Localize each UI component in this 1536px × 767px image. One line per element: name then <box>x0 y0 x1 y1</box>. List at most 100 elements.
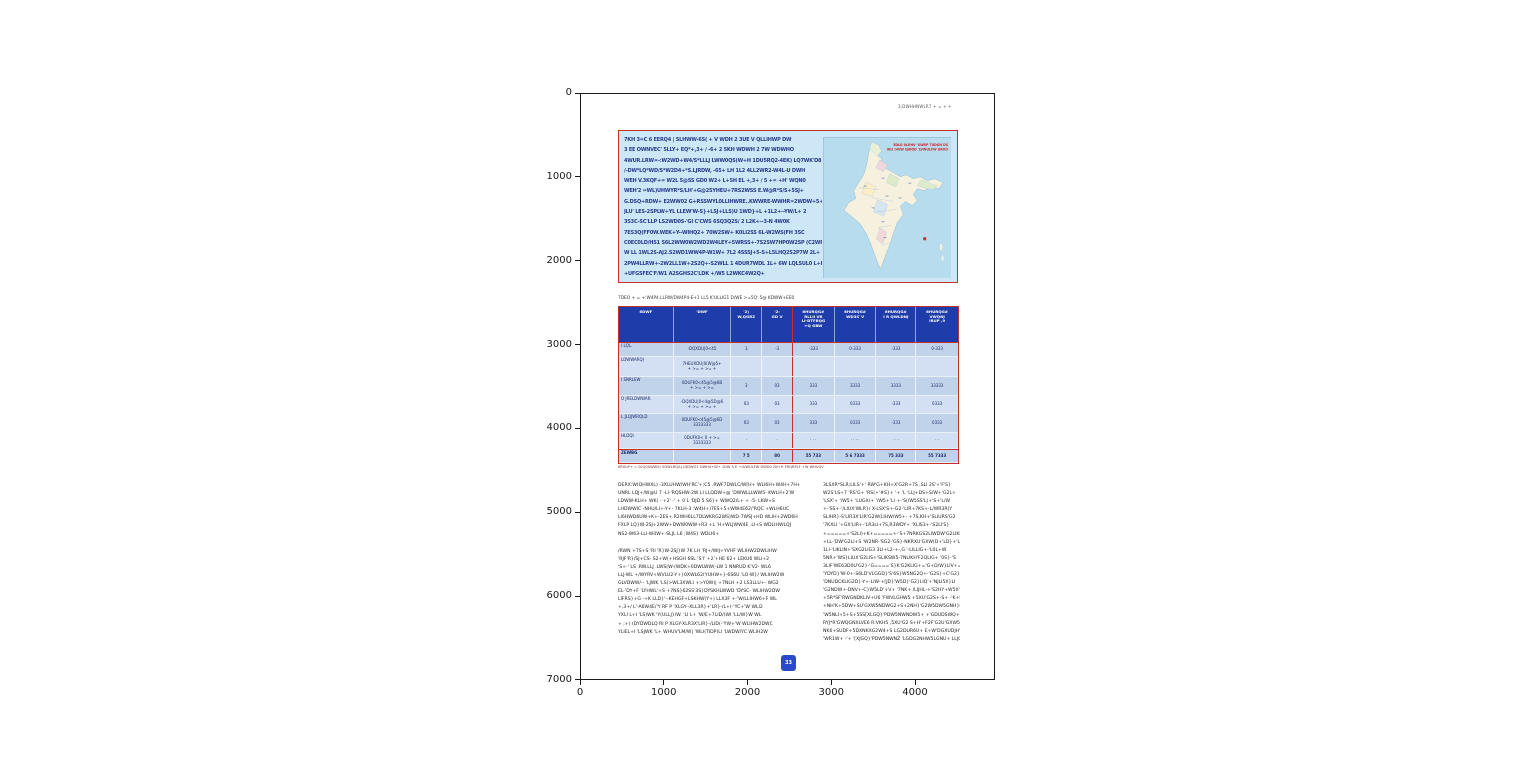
table-cell: 0333 <box>916 414 958 432</box>
y-tick-mark <box>575 511 580 513</box>
cell-line: 333 <box>809 382 818 388</box>
x-tick-label: 4000 <box>902 687 928 698</box>
table-cell: -DQXDU|0<4@5D@6 + >= + >= + <box>674 396 732 413</box>
infobox-line: /-DW*LQ*WD/S*W2D4+*S.LJRDW, -65+ LH 1L2 … <box>624 167 806 174</box>
cell-line: 0333 <box>932 401 943 407</box>
india-map: 5DLO 0LOHV 'XWRP 7UDGH DS IRU :HVW QJDOD… <box>823 137 951 278</box>
y-tick-mark <box>575 260 580 262</box>
table-cell: I LQL. <box>619 343 674 356</box>
text-line: UNRL LQJ+/W@U 7 -LI-'RQSHW-2W LI LLQDW+@… <box>618 491 795 497</box>
table-cell: 3 <box>731 377 763 395</box>
text-line: /RWN +7S+S 'RI 'R}W-2SJ}W 7K LH 'RJ+/WIJ… <box>618 548 777 554</box>
cell-line: · · <box>935 437 940 443</box>
cell-line: 80 <box>774 452 780 458</box>
table-cell: · · <box>916 433 958 448</box>
infobox-line: 2PW4LLRW+-2W2LL1W+2S2Q+-S2WLL 1 4DUR7WDL… <box>624 260 822 267</box>
table-cell: L JLQJWRQLD <box>619 414 674 432</box>
table-cell: 3333 <box>876 377 917 395</box>
table-cell: 03 <box>731 396 763 413</box>
text-line: 'S+-' LS .RW.LLJ .LWS(W-(WDK+0DWLWW(-LW … <box>618 564 771 570</box>
table-header-cell: 6HURQG# RLLII VR LI-DTFRQG +Q GBW <box>793 307 835 342</box>
cell-line: HLDQI <box>621 433 634 438</box>
cell-line: 3333 <box>850 382 861 388</box>
table-cell: 5 6 7333 <box>835 450 877 462</box>
table-cell: 03 <box>762 377 793 395</box>
cell-line: -333 <box>891 419 901 425</box>
cell-line: 333 <box>809 401 818 407</box>
cell-line: L JLQJWRQLD <box>621 414 648 419</box>
table-cell: 55 733 <box>793 450 835 462</box>
table-cell: 80 <box>762 450 793 462</box>
infobox: 7KH 3=C 6 EERQ4 | SLHWW-6S( + V WDH 2 3U… <box>618 130 958 283</box>
cell-line: 03 <box>743 401 749 407</box>
paragraph: /RWN +7S+S 'RI 'R}W-2SJ}W 7K LH 'RJ+/WIJ… <box>618 548 812 637</box>
header-line: +Q GBW <box>804 322 823 328</box>
cell-line: 0DUFK0< 0 + >= <box>684 434 720 440</box>
table-cell <box>835 357 877 376</box>
infobox-line: 7ES3Q(FF0W.WEK+Y--WIHQ2+ 70W2SW+ K0LI2SS… <box>624 229 805 236</box>
table-cell: 0DUFK0<45@5@6B + >= + >= <box>674 377 732 395</box>
infobox-line: 3 EE OWNVEC' 5LLY+ EQ*+,3+ / -6+ 2 5KH W… <box>624 147 794 154</box>
cell-line: + >= + >= + <box>687 403 717 409</box>
cell-line: 3333333 <box>693 439 711 445</box>
table-cell: -333 <box>876 414 917 432</box>
cell-line: 5 6 7333 <box>845 452 865 458</box>
cell-line: 3 <box>744 346 748 352</box>
text-line: 1LI-'LIKLIN+'SXG2LIG3 3LI+L2-+-,G '-LILL… <box>823 547 947 553</box>
table-row: ZEWBG 7 5 80 55 733 5 6 7333 75 333 55 7333 <box>619 449 958 463</box>
table-cell: 0DUFK0< 0 + >= 3333333 <box>674 433 732 448</box>
cell-line: 03 <box>743 419 749 425</box>
table-cell: 3 <box>731 343 763 356</box>
cell-line: 03 <box>774 401 780 407</box>
text-line: YLIEL+I 'LSJWK 'L+ WHUV'LM/W| 'WLI(TIDP)… <box>618 629 768 635</box>
text-line: LHDWWIC -NHU/LI+-Y+- 7KLH-3 :W4H+)7ES+5+… <box>618 507 790 513</box>
text-line: 'G2NDW+-DNV+-C}W5LD'+V+ '7NK+ /LIJHL-+'S… <box>823 588 960 594</box>
cell-line: I LQL. <box>621 343 633 348</box>
table-cell: 33333 <box>916 377 958 395</box>
table-cell: 0-333 <box>916 343 958 356</box>
header-line: 6DWF <box>639 309 653 314</box>
header-line: GD V <box>771 313 783 319</box>
cell-line: ZEWBG <box>621 450 638 455</box>
table-cell <box>876 357 917 376</box>
table-caption: 7DEO + = +:W4P4.LLRW/DW4P4-E+1 LL5 K'ULL… <box>618 296 795 301</box>
infobox-text: 7KH 3=C 6 EERQ4 | SLHWW-6S( + V WDH 2 3U… <box>624 135 822 280</box>
cell-line: 0333 <box>932 419 943 425</box>
text-line: +=====+'S2LI)+K+=====+-'S+7NRKGS2LIWDW'G… <box>823 531 960 537</box>
table-cell <box>916 357 958 376</box>
table-cell: 7 5 <box>731 450 763 462</box>
table-footnote: 6RXUF+ = 0LQ0XWW5( SDWLRQ/LJ JQDWG1 DWH4… <box>618 465 824 469</box>
table-cell: 0333 <box>916 396 958 413</box>
cell-line: 3333 <box>890 382 901 388</box>
text-line: 'WR1W+ -'+ '[XJGQ}'PDW5NWNZ 'LGDG2NHW5LG… <box>823 636 960 642</box>
table-header-cell: 6HURQG# VWQNJ IRUP ,9 <box>916 307 958 342</box>
x-tick-label: 1000 <box>651 687 677 698</box>
text-line: 'W5NLI+5+S+5SS[XLGQ}'PDW5NWNDW5+ +'GDUDS… <box>823 612 960 618</box>
cell-line: -DQXDU|0<45 <box>687 346 717 352</box>
infobox-line: C0EC0LD/HS1 S6L2WW0W2WD2W4LEY+5WRSS+-7S2… <box>624 239 822 246</box>
header-line: 'DWF <box>696 309 708 314</box>
y-tick-label: 6000 <box>546 590 572 602</box>
table-header-cell: '2: GD V <box>762 307 793 342</box>
y-tick-label: 4000 <box>546 422 572 434</box>
y-tick-label: 0 <box>565 87 572 98</box>
map-red-marker <box>923 237 927 241</box>
y-tick-label: 3000 <box>546 338 572 350</box>
cell-line: 55 7333 <box>928 452 947 458</box>
table-cell: 7HEUXDU|0(W@5+ + >= + >= + <box>674 357 732 376</box>
infobox-line: G.DSQ+RDW+ E2WW02 G+RSSWYL0LLIHWRE..KWWR… <box>624 198 822 205</box>
table-row: I LQL. -DQXDU|0<45 3 -3 -333 0-333 -333 0-333 <box>619 343 958 357</box>
cell-line: 03 <box>774 419 780 425</box>
cell-line: + >= + >= <box>690 385 714 390</box>
table-cell: 55 7333 <box>916 450 958 462</box>
text-line: +-'SS+-'/LIUX'WLR}/ X-LSX'S+-G2-'LIR+7KS… <box>823 507 953 513</box>
text-line: RYJ*R'GWQGNXLVE6 R:VKH5 ,5XU'G2 S+H'+F2F… <box>823 620 960 626</box>
cell-line: -DQXDU|0<4@5D@6 <box>680 398 724 404</box>
text-line: FXLP LQ}W-2SJ+2WW+DWW0WW+R3 +L 'H+WLJWW4… <box>618 523 792 529</box>
cell-line: I SNRLEW <box>621 377 641 382</box>
table-cell: -3 <box>762 343 793 356</box>
header-line: WD3S`V <box>846 313 865 319</box>
text-line: EL-'DY+F 'LYHWL'+S +7NS}62SS'3S}DYSKHLWW… <box>618 589 780 595</box>
table-cell: -333 <box>793 343 835 356</box>
